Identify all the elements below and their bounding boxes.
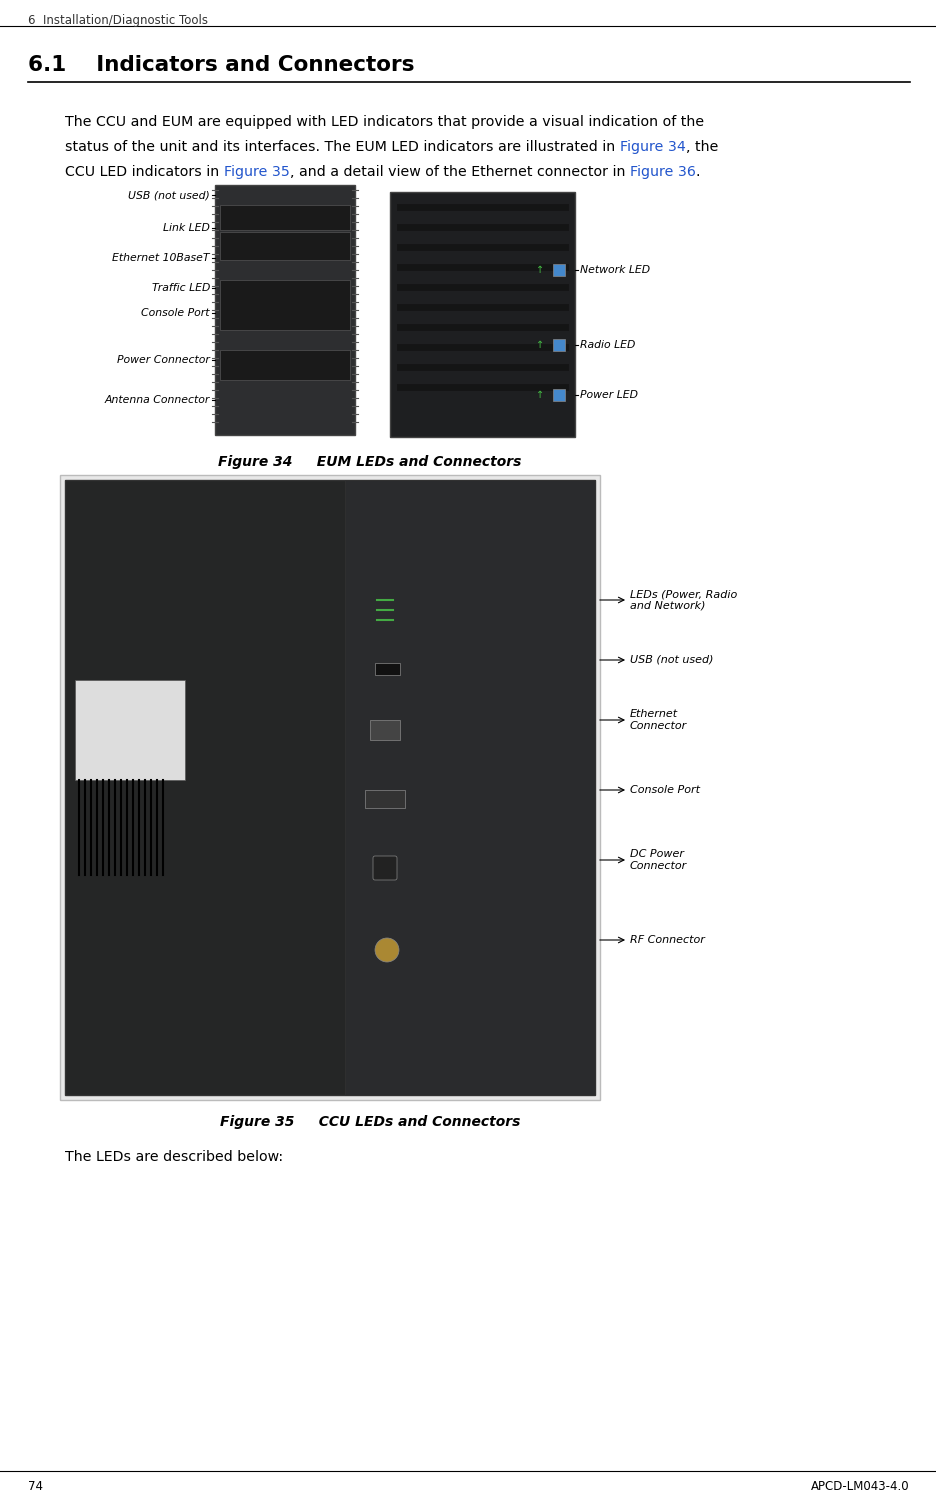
Bar (220, 281, 350, 330)
FancyBboxPatch shape (373, 855, 397, 879)
Bar (552, 390, 564, 402)
Text: ↑: ↑ (535, 264, 544, 275)
Text: RF Connector: RF Connector (629, 935, 704, 945)
Text: .: . (695, 166, 699, 179)
Text: ↑: ↑ (535, 390, 544, 400)
Text: 6.1    Indicators and Connectors: 6.1 Indicators and Connectors (28, 55, 414, 75)
Text: 6  Installation/Diagnostic Tools: 6 Installation/Diagnostic Tools (28, 13, 208, 27)
Text: Figure 35: Figure 35 (224, 166, 289, 179)
Text: Console Port: Console Port (629, 785, 699, 794)
Text: CCU LED indicators in: CCU LED indicators in (65, 166, 224, 179)
Text: Link LED: Link LED (163, 222, 210, 233)
Text: , the: , the (685, 140, 717, 154)
Bar (389, 193, 575, 437)
Bar (75, 679, 184, 779)
Text: status of the unit and its interfaces. The EUM LED indicators are illustrated in: status of the unit and its interfaces. T… (65, 140, 619, 154)
Bar (214, 185, 355, 434)
Text: LEDs (Power, Radio
and Network): LEDs (Power, Radio and Network) (629, 590, 737, 611)
Text: Figure 34     EUM LEDs and Connectors: Figure 34 EUM LEDs and Connectors (218, 455, 521, 469)
Bar (220, 205, 350, 230)
Bar (344, 481, 594, 1094)
Text: Figure 36: Figure 36 (629, 166, 695, 179)
Bar (370, 720, 400, 741)
Text: Console Port: Console Port (141, 308, 210, 318)
Text: The CCU and EUM are equipped with LED indicators that provide a visual indicatio: The CCU and EUM are equipped with LED in… (65, 115, 703, 128)
Text: Traffic LED: Traffic LED (152, 284, 210, 293)
Text: Antenna Connector: Antenna Connector (105, 396, 210, 405)
Text: APCD-LM043-4.0: APCD-LM043-4.0 (811, 1480, 909, 1493)
Bar (365, 790, 404, 808)
Text: The LEDs are described below:: The LEDs are described below: (65, 1150, 283, 1165)
Text: ↑: ↑ (535, 340, 544, 349)
Text: , and a detail view of the Ethernet connector in: , and a detail view of the Ethernet conn… (289, 166, 629, 179)
Text: 74: 74 (28, 1480, 43, 1493)
Bar (65, 481, 594, 1094)
Bar (220, 349, 350, 381)
Text: DC Power
Connector: DC Power Connector (629, 850, 686, 870)
Bar (374, 663, 400, 675)
Text: Figure 35     CCU LEDs and Connectors: Figure 35 CCU LEDs and Connectors (220, 1115, 519, 1129)
Bar (220, 231, 350, 260)
Text: USB (not used): USB (not used) (128, 190, 210, 200)
Text: Ethernet
Connector: Ethernet Connector (629, 709, 686, 730)
Text: Network LED: Network LED (579, 264, 650, 275)
Bar (552, 339, 564, 351)
Circle shape (374, 938, 399, 961)
Text: Power LED: Power LED (579, 390, 637, 400)
Text: USB (not used): USB (not used) (629, 655, 712, 664)
Text: Ethernet 10BaseT: Ethernet 10BaseT (112, 252, 210, 263)
Text: Radio LED: Radio LED (579, 340, 635, 349)
Text: Figure 34: Figure 34 (619, 140, 685, 154)
Bar (60, 475, 599, 1100)
Text: Power Connector: Power Connector (117, 355, 210, 364)
Bar (552, 264, 564, 276)
